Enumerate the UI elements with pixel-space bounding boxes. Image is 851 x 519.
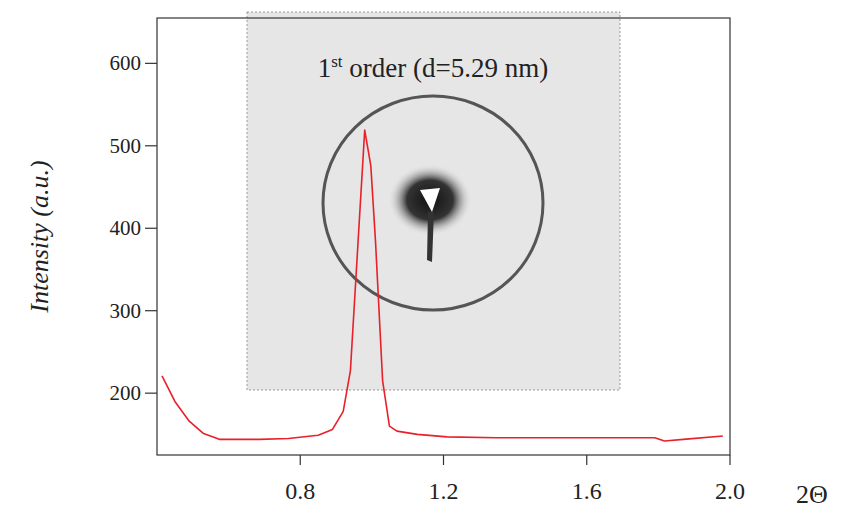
x-tick xyxy=(300,455,301,465)
annotation: 1st order (d=5.29 nm) xyxy=(318,52,549,83)
y-tick-label: 500 xyxy=(110,134,142,158)
inset-frame xyxy=(247,12,620,390)
x-tick-label: 1.6 xyxy=(572,478,602,504)
annotation-part: 1 xyxy=(318,53,332,83)
plot-area xyxy=(162,130,723,441)
y-tick xyxy=(145,310,157,311)
y-tick xyxy=(145,393,157,394)
y-tick-label: 300 xyxy=(110,299,142,323)
y-axis-title: Intensity (a.u.) xyxy=(25,160,54,313)
inset-image xyxy=(247,12,620,390)
chart: 200 300 400 500 600 0.8 1.2 1.6 2.0 2Θ Intensity (… xyxy=(0,0,851,519)
beam-stop-arm xyxy=(427,212,434,262)
y-tick xyxy=(145,63,157,64)
y-tick-label: 200 xyxy=(110,381,142,405)
y-tick-label: 600 xyxy=(110,51,142,75)
x-axis-title: 2Θ xyxy=(796,480,828,509)
y-tick-label: 400 xyxy=(110,216,142,240)
x-tick-label: 1.2 xyxy=(429,478,459,504)
data-line xyxy=(162,130,723,441)
x-tick xyxy=(443,455,444,465)
x-tick xyxy=(729,455,730,465)
annotation-part: st xyxy=(331,52,343,71)
x-tick-label: 0.8 xyxy=(285,478,315,504)
beam-stop xyxy=(420,188,440,212)
x-tick xyxy=(586,455,587,465)
annotation-part: order (d=5.29 nm) xyxy=(343,53,549,83)
y-tick xyxy=(145,145,157,146)
plot-frame xyxy=(157,18,730,455)
y-tick xyxy=(145,228,157,229)
x-tick-label: 2.0 xyxy=(715,478,745,504)
